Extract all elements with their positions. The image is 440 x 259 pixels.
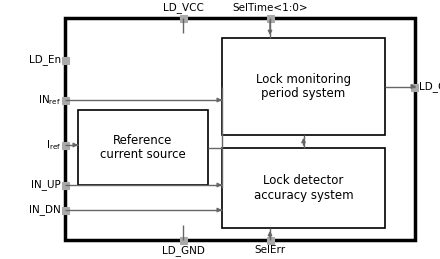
Bar xyxy=(62,56,69,63)
Text: Lock detector
accuracy system: Lock detector accuracy system xyxy=(254,174,353,202)
Text: SelErr: SelErr xyxy=(254,245,286,255)
Text: LD_Out: LD_Out xyxy=(419,82,440,92)
Text: LD_En: LD_En xyxy=(29,55,61,66)
Bar xyxy=(62,206,69,213)
Text: Reference
current source: Reference current source xyxy=(100,133,186,162)
Text: Lock monitoring
period system: Lock monitoring period system xyxy=(256,73,351,100)
Text: IN$_{\mathregular{ref}}$: IN$_{\mathregular{ref}}$ xyxy=(38,93,61,107)
Bar xyxy=(222,148,385,228)
Bar xyxy=(62,97,69,104)
Text: LD_GND: LD_GND xyxy=(161,245,205,256)
Bar xyxy=(65,18,415,240)
Bar xyxy=(180,15,187,21)
Text: IN_UP: IN_UP xyxy=(31,179,61,190)
Bar xyxy=(267,15,274,21)
Text: I$_{\mathregular{ref}}$: I$_{\mathregular{ref}}$ xyxy=(46,138,61,152)
Text: IN_DN: IN_DN xyxy=(29,205,61,215)
Bar xyxy=(62,182,69,189)
Bar xyxy=(222,38,385,135)
Bar xyxy=(62,141,69,148)
Bar xyxy=(411,83,418,90)
Bar xyxy=(267,236,274,243)
Bar xyxy=(78,110,208,185)
Bar xyxy=(180,236,187,243)
Text: SelTime<1:0>: SelTime<1:0> xyxy=(232,3,308,13)
Text: LD_VCC: LD_VCC xyxy=(162,2,203,13)
